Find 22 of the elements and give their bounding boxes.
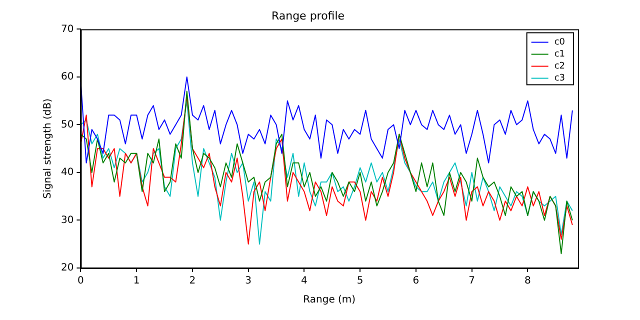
x-tick-label: 2 — [189, 276, 196, 287]
y-tick-label: 50 — [60, 119, 74, 130]
x-tick-label: 3 — [245, 276, 252, 287]
x-tick-label: 0 — [78, 276, 84, 287]
legend-label: c1 — [554, 50, 566, 60]
y-tick-label: 40 — [60, 167, 74, 178]
y-axis-title: Signal strength (dB) — [42, 98, 54, 199]
legend-label: c0 — [554, 38, 566, 48]
chart-title: Range profile — [271, 9, 345, 22]
y-tick-label: 70 — [60, 24, 74, 35]
y-tick-label: 60 — [60, 72, 74, 83]
x-tick-label: 4 — [301, 276, 308, 287]
legend-label: c2 — [554, 62, 566, 72]
x-axis-title: Range (m) — [303, 294, 356, 306]
x-tick-label: 8 — [524, 276, 531, 287]
legend-label: c3 — [554, 74, 566, 84]
y-tick-label: 30 — [60, 214, 74, 226]
x-tick-label: 1 — [133, 276, 140, 287]
x-tick-label: 6 — [412, 276, 420, 287]
y-tick-label: 20 — [60, 262, 74, 274]
x-tick-label: 7 — [468, 276, 476, 287]
x-tick-label: 5 — [356, 276, 364, 287]
